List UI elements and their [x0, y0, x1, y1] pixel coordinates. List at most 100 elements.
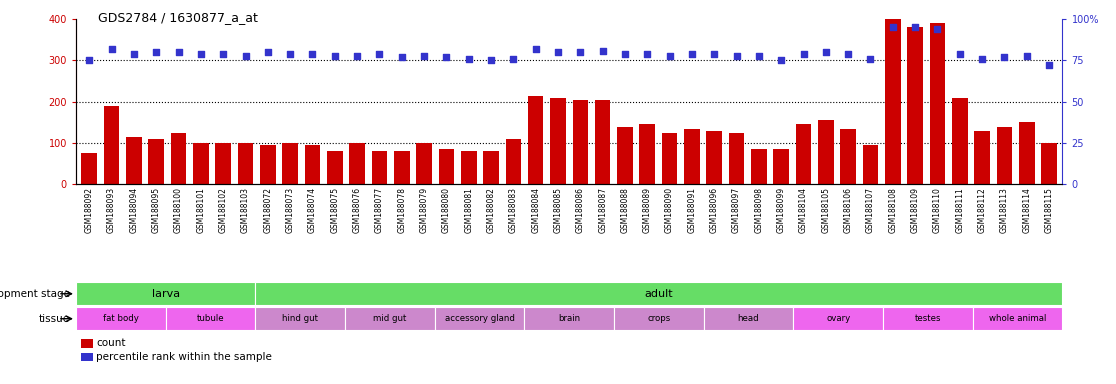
Bar	[171, 133, 186, 184]
Point	[929, 26, 946, 32]
Text: count: count	[96, 338, 125, 348]
Bar	[952, 98, 968, 184]
Point	[170, 49, 187, 55]
Text: whole animal: whole animal	[989, 314, 1047, 323]
Point	[504, 56, 522, 62]
Text: mid gut: mid gut	[373, 314, 406, 323]
Text: development stage: development stage	[0, 289, 70, 299]
Point	[661, 53, 679, 59]
Point	[460, 56, 478, 62]
Bar	[974, 131, 990, 184]
Point	[326, 53, 344, 59]
Bar	[76, 282, 256, 305]
Point	[906, 25, 924, 31]
Point	[437, 54, 455, 60]
Bar	[840, 129, 856, 184]
Point	[147, 49, 165, 55]
Bar	[684, 129, 700, 184]
Bar	[617, 127, 633, 184]
Text: tissue: tissue	[39, 314, 70, 324]
Bar	[439, 149, 454, 184]
Bar	[506, 139, 521, 184]
Bar	[126, 137, 142, 184]
Point	[304, 51, 321, 57]
Bar	[863, 145, 878, 184]
Point	[728, 53, 745, 59]
Text: percentile rank within the sample: percentile rank within the sample	[96, 352, 272, 362]
Point	[839, 51, 857, 57]
Bar	[907, 28, 923, 184]
Point	[192, 51, 210, 57]
Point	[705, 51, 723, 57]
Point	[103, 46, 121, 52]
Point	[795, 51, 812, 57]
Bar	[372, 151, 387, 184]
Bar	[256, 282, 1062, 305]
Point	[1018, 53, 1036, 59]
Bar	[528, 96, 543, 184]
Bar	[973, 307, 1062, 330]
Point	[259, 49, 277, 55]
Bar	[256, 307, 345, 330]
Bar	[104, 106, 119, 184]
Point	[527, 46, 545, 52]
Bar	[416, 143, 432, 184]
Point	[594, 48, 612, 54]
Bar	[525, 307, 614, 330]
Point	[951, 51, 969, 57]
Text: crops: crops	[647, 314, 671, 323]
Bar	[461, 151, 477, 184]
Bar	[434, 307, 525, 330]
Bar	[706, 131, 722, 184]
Bar	[305, 145, 320, 184]
Point	[750, 53, 768, 59]
Point	[862, 56, 879, 62]
Point	[884, 25, 902, 31]
Bar	[215, 143, 231, 184]
Point	[348, 53, 366, 59]
Point	[281, 51, 299, 57]
Bar	[729, 133, 744, 184]
Bar	[573, 100, 588, 184]
Bar	[751, 149, 767, 184]
Text: brain: brain	[558, 314, 580, 323]
Bar	[282, 143, 298, 184]
Bar	[1019, 122, 1035, 184]
Point	[415, 53, 433, 59]
Bar	[238, 143, 253, 184]
Point	[237, 53, 254, 59]
Point	[995, 54, 1013, 60]
Bar	[394, 151, 410, 184]
Bar	[595, 100, 610, 184]
Point	[683, 51, 701, 57]
Bar	[930, 23, 945, 184]
Bar	[662, 133, 677, 184]
Text: head: head	[738, 314, 759, 323]
Bar	[883, 307, 973, 330]
Bar	[614, 307, 704, 330]
Text: larva: larva	[152, 289, 180, 299]
Point	[482, 58, 500, 64]
Text: adult: adult	[645, 289, 673, 299]
Text: testes: testes	[915, 314, 941, 323]
Bar	[483, 151, 499, 184]
Bar	[773, 149, 789, 184]
Point	[549, 49, 567, 55]
Bar	[639, 124, 655, 184]
Point	[571, 49, 589, 55]
Bar	[327, 151, 343, 184]
Text: ovary: ovary	[826, 314, 850, 323]
Point	[371, 51, 388, 57]
Point	[1040, 62, 1058, 68]
Text: fat body: fat body	[103, 314, 138, 323]
Text: hind gut: hind gut	[282, 314, 318, 323]
Bar	[550, 98, 566, 184]
Bar	[1041, 143, 1057, 184]
Point	[817, 49, 835, 55]
Point	[214, 51, 232, 57]
Bar	[704, 307, 793, 330]
Bar	[193, 143, 209, 184]
Bar	[81, 153, 97, 184]
Text: GDS2784 / 1630877_a_at: GDS2784 / 1630877_a_at	[98, 12, 258, 25]
Point	[616, 51, 634, 57]
